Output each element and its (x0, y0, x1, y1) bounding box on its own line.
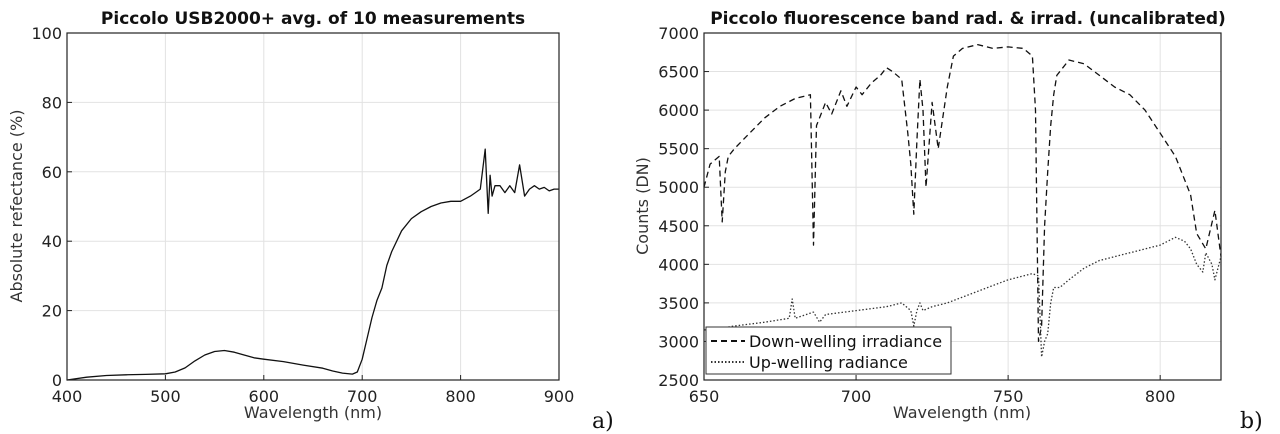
panel-a-x-tick-label-600: 600 (249, 387, 280, 406)
panel-a-y-tick-label-40: 40 (42, 232, 62, 251)
panel-a-x-tick-label-800: 800 (445, 387, 476, 406)
panel-b-label: b) (1240, 409, 1263, 434)
panel-a-y-tick-label-100: 100 (31, 24, 62, 43)
panel-a-y-tick-label-60: 60 (42, 163, 62, 182)
panel-b-y-tick-label-2500: 2500 (658, 371, 699, 390)
panel-a-y-ticks: 0 20 40 60 80 100 (31, 24, 72, 390)
panel-b-x-ticks: 650 700 750 800 (689, 375, 1176, 406)
panel-a-y-tick-label-20: 20 (42, 302, 62, 321)
panel-a-y-tick-label-0: 0 (52, 371, 62, 390)
panel-b-series-1-line (704, 236, 1222, 358)
panel-a: 400 500 600 700 800 900 0 20 40 60 80 100 Piccolo … (7, 9, 614, 434)
legend-label-down-welling: Down-welling irradiance (749, 332, 942, 351)
panel-a-x-ticks: 400 500 600 700 800 900 (52, 375, 575, 406)
panel-b-y-tick-label-6500: 6500 (658, 63, 699, 82)
panel-a-axes-box (66, 32, 560, 381)
panel-b-y-tick-label-7000: 7000 (658, 24, 699, 43)
panel-b-x-tick-label-750: 750 (993, 387, 1024, 406)
panel-a-label: a) (592, 409, 614, 434)
panel-b-y-tick-label-3000: 3000 (658, 332, 699, 351)
panel-a-x-tick-label-700: 700 (347, 387, 378, 406)
panel-b-x-tick-label-700: 700 (841, 387, 872, 406)
panel-b-y-tick-label-5000: 5000 (658, 178, 699, 197)
panel-b-y-tick-label-4500: 4500 (658, 217, 699, 236)
panel-b-x-axis-label: Wavelength (nm) (893, 403, 1031, 422)
panel-a-title: Piccolo USB2000+ avg. of 10 measurements (101, 9, 525, 29)
panel-b-legend: Down-welling irradiance Up-welling radia… (705, 326, 952, 375)
panel-a-x-tick-label-900: 900 (544, 387, 575, 406)
panel-b-y-tick-label-4000: 4000 (658, 255, 699, 274)
panel-b-y-tick-label-3500: 3500 (658, 294, 699, 313)
panel-a-series (66, 148, 559, 381)
legend-box (705, 326, 952, 375)
panel-b-axes-box (703, 32, 1222, 381)
panel-b-y-tick-label-6000: 6000 (658, 101, 699, 120)
panel-b-x-tick-label-650: 650 (689, 387, 720, 406)
panel-a-x-axis-label: Wavelength (nm) (244, 403, 382, 422)
panel-b-y-ticks: 2500 3000 3500 4000 4500 5000 5500 6000 6500 7000 (658, 24, 709, 390)
panel-a-y-tick-label-80: 80 (42, 93, 62, 112)
panel-b-series-0-line (703, 43, 1222, 343)
panel-a-y-axis-label: Absolute refectance (%) (7, 110, 26, 303)
panel-a-grid (66, 32, 560, 381)
panel-b-title: Piccolo fluorescence band rad. & irrad. … (710, 9, 1226, 29)
panel-a-x-tick-label-400: 400 (52, 387, 83, 406)
panel-b-y-tick-label-5500: 5500 (658, 140, 699, 159)
panel-a-x-tick-label-500: 500 (150, 387, 181, 406)
panel-a-series-0-line (66, 148, 559, 381)
legend-label-up-welling: Up-welling radiance (749, 353, 908, 372)
panel-b-y-axis-label: Counts (DN) (633, 157, 652, 255)
panel-b-series (703, 43, 1222, 358)
panel-b-x-tick-label-800: 800 (1145, 387, 1176, 406)
panel-b: 650 700 750 800 2500 3000 3500 4000 4500 5000 550… (633, 9, 1263, 434)
